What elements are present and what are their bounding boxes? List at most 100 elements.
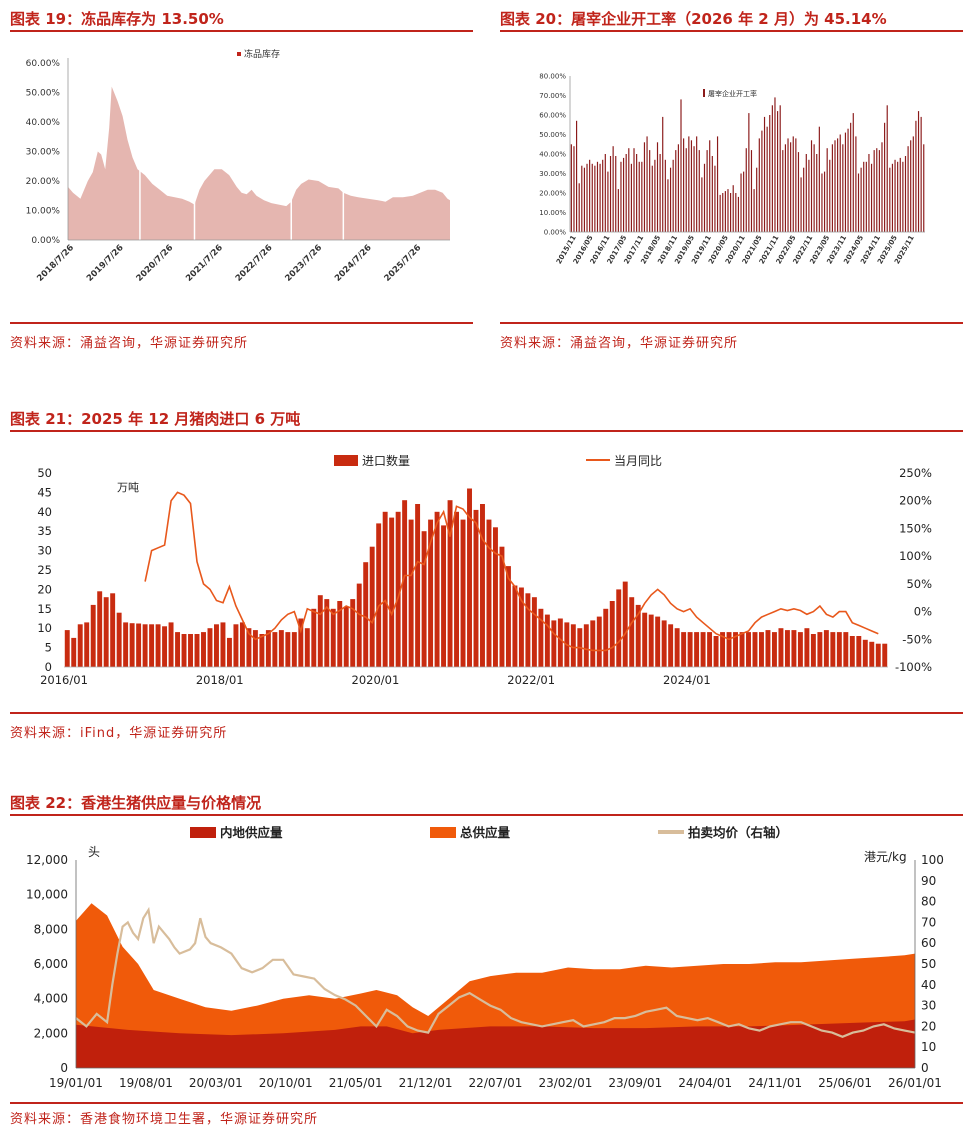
panel-22-bottom-rule — [10, 1102, 963, 1104]
bar — [607, 171, 609, 232]
legend-mainland-swatch — [190, 827, 216, 838]
import-bar — [713, 636, 719, 667]
import-bar — [382, 511, 388, 667]
x-tick-label: 22/07/01 — [469, 1076, 523, 1090]
import-bar — [661, 620, 667, 667]
y-left-tick-label: 45 — [37, 485, 52, 499]
bar — [594, 165, 596, 232]
x-tick-label: 2024/7/26 — [333, 243, 374, 284]
bar — [716, 136, 719, 232]
bar — [709, 140, 711, 232]
bar — [850, 122, 852, 232]
import-bar — [441, 525, 447, 667]
import-bar — [337, 601, 343, 667]
bar — [625, 154, 627, 232]
bar — [886, 105, 888, 233]
import-bar — [311, 608, 317, 667]
bar — [646, 136, 648, 232]
x-tick-label: 23/09/01 — [608, 1076, 662, 1090]
y-right-tick-label: 50 — [921, 957, 936, 971]
import-bar — [804, 628, 810, 667]
import-bar — [642, 612, 648, 667]
import-bar — [583, 624, 589, 667]
y-tick-label: 0.00% — [31, 236, 60, 246]
bar — [630, 163, 632, 233]
import-bar — [317, 595, 323, 667]
y-tick-label: 10.00% — [26, 207, 61, 217]
import-bar — [765, 630, 771, 667]
import-bar — [467, 488, 472, 667]
import-bar — [84, 622, 90, 667]
bar — [868, 154, 870, 232]
y-right-tick-label: 100% — [899, 549, 932, 563]
import-bar — [421, 531, 427, 667]
bar — [680, 99, 682, 233]
y-left-tick-label: 6,000 — [34, 957, 68, 971]
y-right-tick-label: 0 — [921, 1061, 929, 1075]
bar — [777, 111, 779, 232]
y-right-tick-label: 0% — [914, 605, 932, 619]
bar — [884, 122, 886, 232]
y-right-tick-label: 70 — [921, 915, 936, 929]
bar — [907, 146, 909, 232]
x-tick-label: 26/01/01 — [888, 1076, 942, 1090]
import-bar — [272, 632, 278, 667]
import-bar — [622, 581, 628, 667]
bar — [852, 113, 854, 232]
import-bar — [330, 608, 336, 667]
bar — [740, 173, 742, 232]
panel-21-source: 资料来源：iFind，华源证券研究所 — [10, 726, 228, 741]
x-tick-label: 2016/01 — [40, 673, 88, 687]
x-tick-label: 2019/7/26 — [85, 243, 126, 284]
y-right-tick-label: -100% — [895, 660, 932, 674]
bar — [662, 116, 664, 232]
panel-19-title-rule — [10, 30, 473, 32]
legend-swatch — [703, 89, 705, 97]
import-bar — [590, 620, 596, 667]
import-bar — [797, 632, 803, 667]
panel-20-title: 图表 20：屠宰企业开工率（2026 年 2 月）为 45.14% — [500, 10, 887, 28]
import-bar — [343, 606, 349, 667]
panel-21-title: 图表 21：2025 年 12 月猪肉进口 6 万吨 — [10, 410, 301, 428]
bar — [792, 136, 794, 232]
bar — [604, 154, 606, 232]
panel-22-source: 资料来源：香港食物环境卫生署，华源证券研究所 — [10, 1112, 319, 1127]
import-bar — [531, 597, 537, 667]
import-bar — [629, 597, 635, 667]
bar — [761, 130, 763, 232]
bar — [636, 154, 638, 232]
import-bar — [415, 504, 421, 667]
bar — [591, 163, 593, 233]
bar — [669, 167, 672, 232]
import-bar — [291, 632, 297, 667]
bar — [873, 150, 875, 232]
x-tick-label: 2018/01 — [196, 673, 244, 687]
bar — [638, 161, 640, 232]
import-bar — [298, 618, 304, 667]
bar — [834, 140, 836, 232]
import-bar — [265, 630, 271, 667]
panel-21-bottom-rule — [10, 712, 963, 714]
bar — [698, 150, 700, 232]
panel-20-source: 资料来源：涌益咨询，华源证券研究所 — [500, 336, 739, 351]
y-right-tick-label: 50% — [906, 577, 932, 591]
y-left-tick-label: 30 — [37, 544, 52, 558]
bar — [570, 144, 572, 233]
import-bar — [830, 632, 836, 667]
bar — [596, 161, 599, 232]
import-bar — [771, 632, 777, 667]
import-bar — [862, 639, 868, 667]
import-bar — [207, 628, 213, 667]
bar — [641, 161, 643, 232]
bar — [743, 171, 745, 232]
bar — [701, 177, 703, 232]
y-left-tick-label: 50 — [37, 466, 52, 480]
x-tick-label: 20/10/01 — [259, 1076, 313, 1090]
legend-line-label: 当月同比 — [614, 454, 662, 468]
bar — [899, 157, 901, 232]
import-bar — [369, 546, 375, 667]
bar — [722, 193, 724, 232]
bar — [649, 150, 651, 232]
import-bar — [395, 511, 401, 667]
import-bar — [71, 637, 77, 667]
